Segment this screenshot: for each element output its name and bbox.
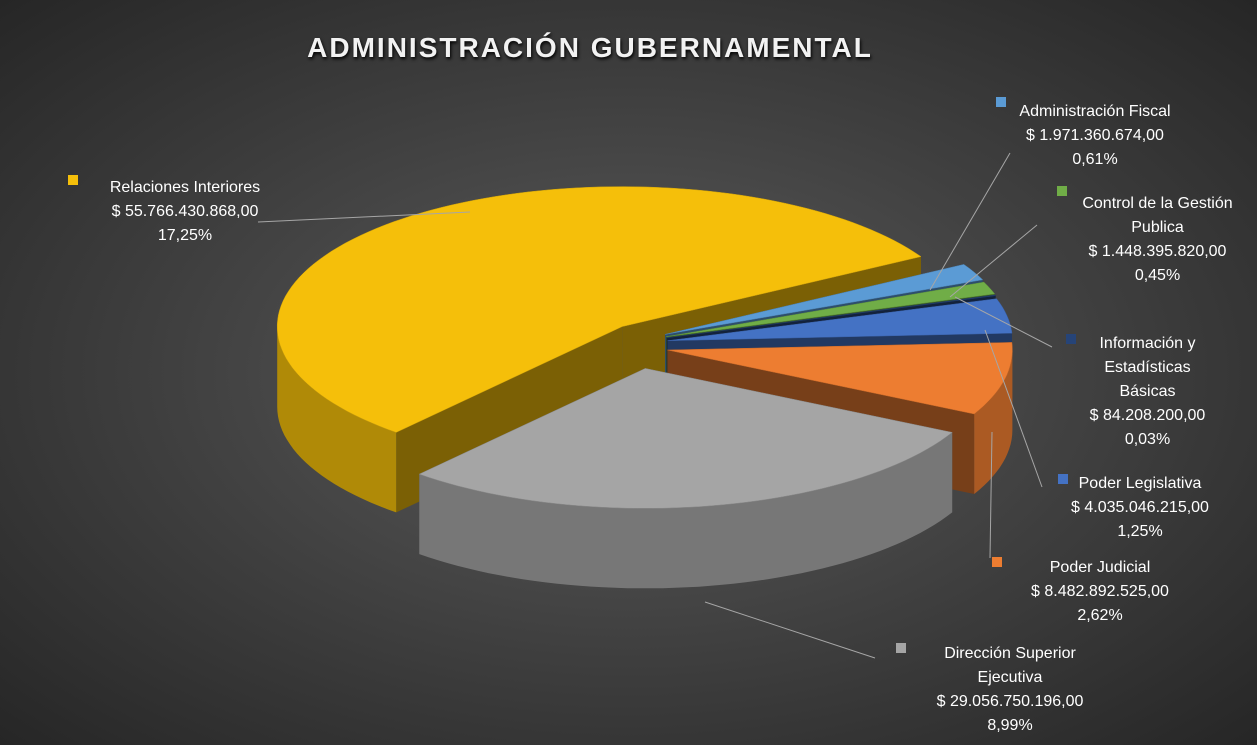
- data-label: Administración Fiscal $ 1.971.360.674,00 0…: [985, 100, 1205, 172]
- leader-line: [929, 152, 1011, 291]
- slice: [665, 264, 984, 335]
- data-label: Relaciones Interiores $ 55.766.430.868,00…: [85, 176, 285, 248]
- data-label: Poder Judicial $ 8.482.892.525,00 2,62%: [1000, 556, 1200, 628]
- data-label: Poder Legislativa $ 4.035.046.215,00 1,25%: [1040, 472, 1240, 544]
- legend-marker: [68, 175, 78, 185]
- share-label: 0,03%: [1124, 431, 1171, 448]
- leader-line: [949, 224, 1038, 298]
- value-label: $ 84.208.200,00: [1089, 407, 1206, 424]
- value-label: $ 55.766.430.868,00: [111, 203, 259, 220]
- category-label: Control de la Gestión Publica: [1082, 195, 1233, 236]
- value-label: $ 4.035.046.215,00: [1071, 499, 1209, 516]
- slice: [276, 186, 922, 433]
- share-label: 17,25%: [157, 227, 213, 244]
- category-label: Relaciones Interiores: [109, 179, 261, 196]
- value-label: $ 29.056.750.196,00: [936, 693, 1084, 710]
- slice: [666, 294, 997, 339]
- slice-side: [974, 350, 1013, 494]
- slice: [667, 342, 1013, 415]
- leader-line: [257, 211, 471, 223]
- share-label: 8,99%: [987, 717, 1033, 734]
- slice-side: [419, 432, 953, 589]
- data-label: Información y Estadísticas Básicas $ 84.2…: [1080, 332, 1215, 452]
- value-label: $ 8.482.892.525,00: [1031, 583, 1169, 600]
- leader-line: [984, 329, 1043, 488]
- category-label: Administración Fiscal: [1019, 103, 1171, 120]
- share-label: 2,62%: [1077, 607, 1123, 624]
- category-label: Dirección Superior Ejecutiva: [944, 645, 1076, 686]
- legend-marker: [996, 97, 1006, 107]
- share-label: 0,45%: [1134, 267, 1181, 284]
- value-label: $ 1.971.360.674,00: [1026, 127, 1164, 144]
- leader-line: [989, 431, 993, 559]
- data-label: Control de la Gestión Publica $ 1.448.395…: [1065, 192, 1250, 288]
- slice: [667, 298, 1013, 341]
- legend-marker: [1058, 474, 1068, 484]
- leader-line: [704, 601, 876, 659]
- legend-marker: [1066, 334, 1076, 344]
- slice-side: [277, 326, 397, 513]
- category-label: Información y Estadísticas Básicas: [1099, 335, 1196, 400]
- legend-marker: [992, 557, 1002, 567]
- value-label: $ 1.448.395.820,00: [1088, 243, 1227, 260]
- legend-marker: [896, 643, 906, 653]
- share-label: 1,25%: [1117, 523, 1163, 540]
- slice: [418, 368, 953, 509]
- category-label: Poder Legislativa: [1078, 475, 1202, 492]
- data-label: Dirección Superior Ejecutiva $ 29.056.750…: [915, 642, 1105, 738]
- chart-title: ADMINISTRACIÓN GUBERNAMENTAL: [307, 32, 873, 63]
- slice: [666, 281, 996, 337]
- legend-marker: [1057, 186, 1067, 196]
- share-label: 0,61%: [1072, 151, 1118, 168]
- category-label: Poder Judicial: [1049, 559, 1151, 576]
- leader-line: [954, 296, 1053, 348]
